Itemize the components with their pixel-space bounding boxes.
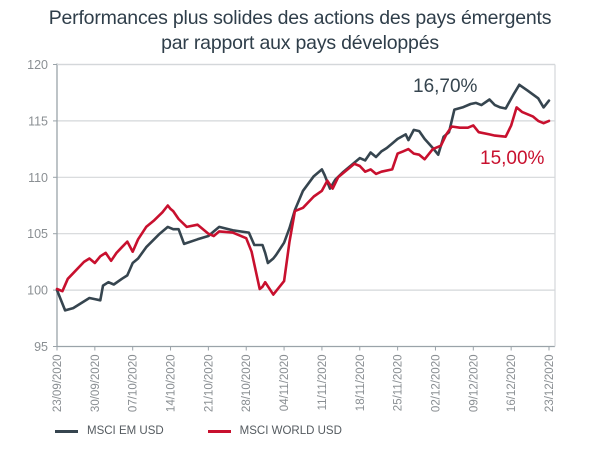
x-tick-label-0: 23/09/2020: [52, 355, 64, 413]
y-tick-label-120: 120: [27, 58, 48, 72]
x-tick-label-12: 16/12/2020: [506, 355, 518, 413]
x-tick-label-10: 02/12/2020: [430, 355, 442, 413]
x-tick-label-13: 23/12/2020: [544, 355, 556, 413]
y-tick-label-115: 115: [28, 114, 48, 128]
x-tick-label-5: 28/10/2020: [241, 355, 253, 413]
series-line-world: [55, 106, 551, 296]
axes: [56, 63, 556, 348]
x-tick-label-2: 07/10/2020: [128, 355, 140, 413]
x-axis-ticks: 23/09/2020 30/09/2020 07/10/2020 14/10/2020…: [52, 346, 556, 413]
x-tick-label-11: 09/12/2020: [468, 355, 480, 413]
legend-swatch-world: [207, 429, 231, 433]
x-tick-label-9: 25/11/2020: [393, 355, 405, 412]
x-tick-label-6: 04/11/2020: [279, 355, 291, 412]
legend-item-world: MSCI WORLD USD: [207, 425, 342, 437]
y-tick-label-110: 110: [28, 171, 48, 185]
y-tick-label-100: 100: [27, 284, 48, 298]
series-line-em: [55, 83, 551, 312]
annotation-em-performance: 16,70%: [413, 76, 478, 97]
annotations: 16,70% 15,00%: [413, 76, 545, 169]
y-tick-label-105: 105: [27, 227, 48, 241]
series-lines: [55, 83, 551, 312]
y-tick-label-95: 95: [34, 340, 48, 354]
gridlines: [57, 63, 555, 291]
legend-swatch-em: [55, 429, 78, 433]
legend-item-em: MSCI EM USD: [55, 425, 164, 437]
x-tick-label-1: 30/09/2020: [90, 355, 102, 413]
legend-label-em: MSCI EM USD: [87, 425, 164, 437]
chart-title-line-2: par rapport aux pays développés: [161, 32, 439, 54]
x-tick-label-4: 21/10/2020: [203, 355, 215, 413]
x-tick-label-3: 14/10/2020: [166, 355, 178, 413]
chart-title-line-1: Performances plus solides des actions de…: [48, 7, 552, 29]
x-tick-label-8: 18/11/2020: [355, 355, 367, 412]
chart-title: Performances plus solides des actions de…: [0, 6, 600, 56]
x-tick-label-7: 11/11/2020: [317, 355, 329, 411]
legend: MSCI EM USD MSCI WORLD USD: [55, 425, 386, 437]
legend-label-world: MSCI WORLD USD: [239, 425, 342, 437]
y-axis-ticks: 95 100 105 110 115 120: [27, 58, 57, 354]
annotation-world-performance: 15,00%: [480, 148, 545, 169]
